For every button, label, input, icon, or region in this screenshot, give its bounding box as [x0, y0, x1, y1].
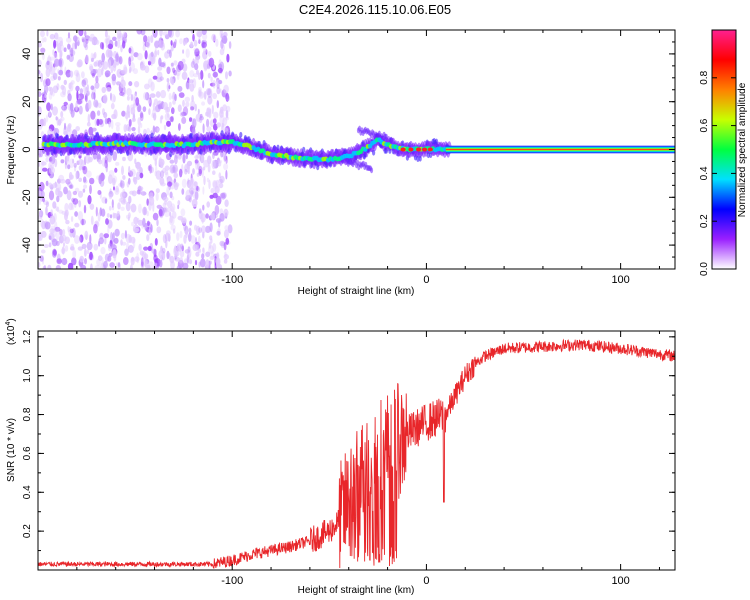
colorbar-tick-label: 0.8	[699, 70, 710, 84]
colorbar-tick-label: 0.6	[699, 118, 710, 132]
spectrogram-stable-line	[445, 145, 675, 154]
spectrogram-y-tick-label: -40	[21, 237, 33, 253]
snr-panel: -100 0 100 0.2 0.4 0.6 0.8 1.0 1.2 Height of str…	[5, 318, 676, 596]
spectrogram-x-axis-label: Height of straight line (km)	[298, 286, 415, 297]
snr-plot-area	[38, 338, 675, 569]
spectrogram-y-tick-label: 20	[21, 96, 33, 108]
spectrogram-y-axis-label: Frequency (Hz)	[6, 116, 17, 185]
spectrogram-panel: -100 0 100 -40 -20 0 20 40 Height of straight l…	[6, 29, 676, 297]
spectrogram-y-tick-label: -20	[21, 189, 33, 205]
spectrogram-x-tick-label: 100	[611, 274, 629, 286]
spectrogram-ridge-core	[41, 137, 452, 163]
snr-line	[38, 338, 675, 569]
colorbar-label: Normalized spectral amplitude	[737, 82, 748, 217]
snr-y-tick-label: 1.0	[22, 368, 33, 382]
snr-y-tick-label: 0.6	[22, 446, 33, 460]
snr-x-tick-label: 100	[611, 575, 629, 587]
snr-y-multiplier-exp: 4	[5, 322, 12, 326]
colorbar-ticks: 0.0 0.2 0.4 0.6 0.8	[699, 70, 736, 276]
colorbar-tick-label: 0.0	[699, 262, 710, 276]
spectrogram-y-tick-label: 40	[21, 48, 33, 60]
spectrogram-axes: -100 0 100 -40 -20 0 20 40	[21, 29, 675, 286]
spectrogram-x-tick-label: -100	[221, 274, 243, 286]
snr-x-axis-label: Height of straight line (km)	[298, 585, 415, 596]
chart-title: C2E4.2026.115.10.06.E05	[299, 2, 451, 17]
spectrogram-plot-area	[38, 30, 675, 269]
snr-y-multiplier: (x104)	[5, 318, 17, 345]
spectrogram-x-tick-label: 0	[423, 274, 429, 286]
snr-y-tick-label: 0.2	[22, 524, 33, 538]
snr-y-tick-label: 0.4	[22, 485, 33, 499]
spectrogram-y-tick-label: 0	[21, 146, 33, 152]
colorbar-gradient	[711, 29, 737, 270]
snr-x-tick-label: 0	[423, 575, 429, 587]
snr-x-tick-label: -100	[221, 575, 243, 587]
snr-y-axis-label: SNR (10 * v/v)	[6, 418, 17, 482]
colorbar: 0.0 0.2 0.4 0.6 0.8 Normalized spectral ampl…	[699, 29, 748, 276]
snr-frame	[37, 330, 676, 571]
snr-axes: -100 0 100 0.2 0.4 0.6 0.8 1.0 1.2	[22, 329, 675, 587]
snr-y-tick-label: 1.2	[22, 329, 33, 343]
snr-y-tick-label: 0.8	[22, 407, 33, 421]
colorbar-tick-label: 0.4	[699, 166, 710, 180]
colorbar-tick-label: 0.2	[699, 214, 710, 228]
